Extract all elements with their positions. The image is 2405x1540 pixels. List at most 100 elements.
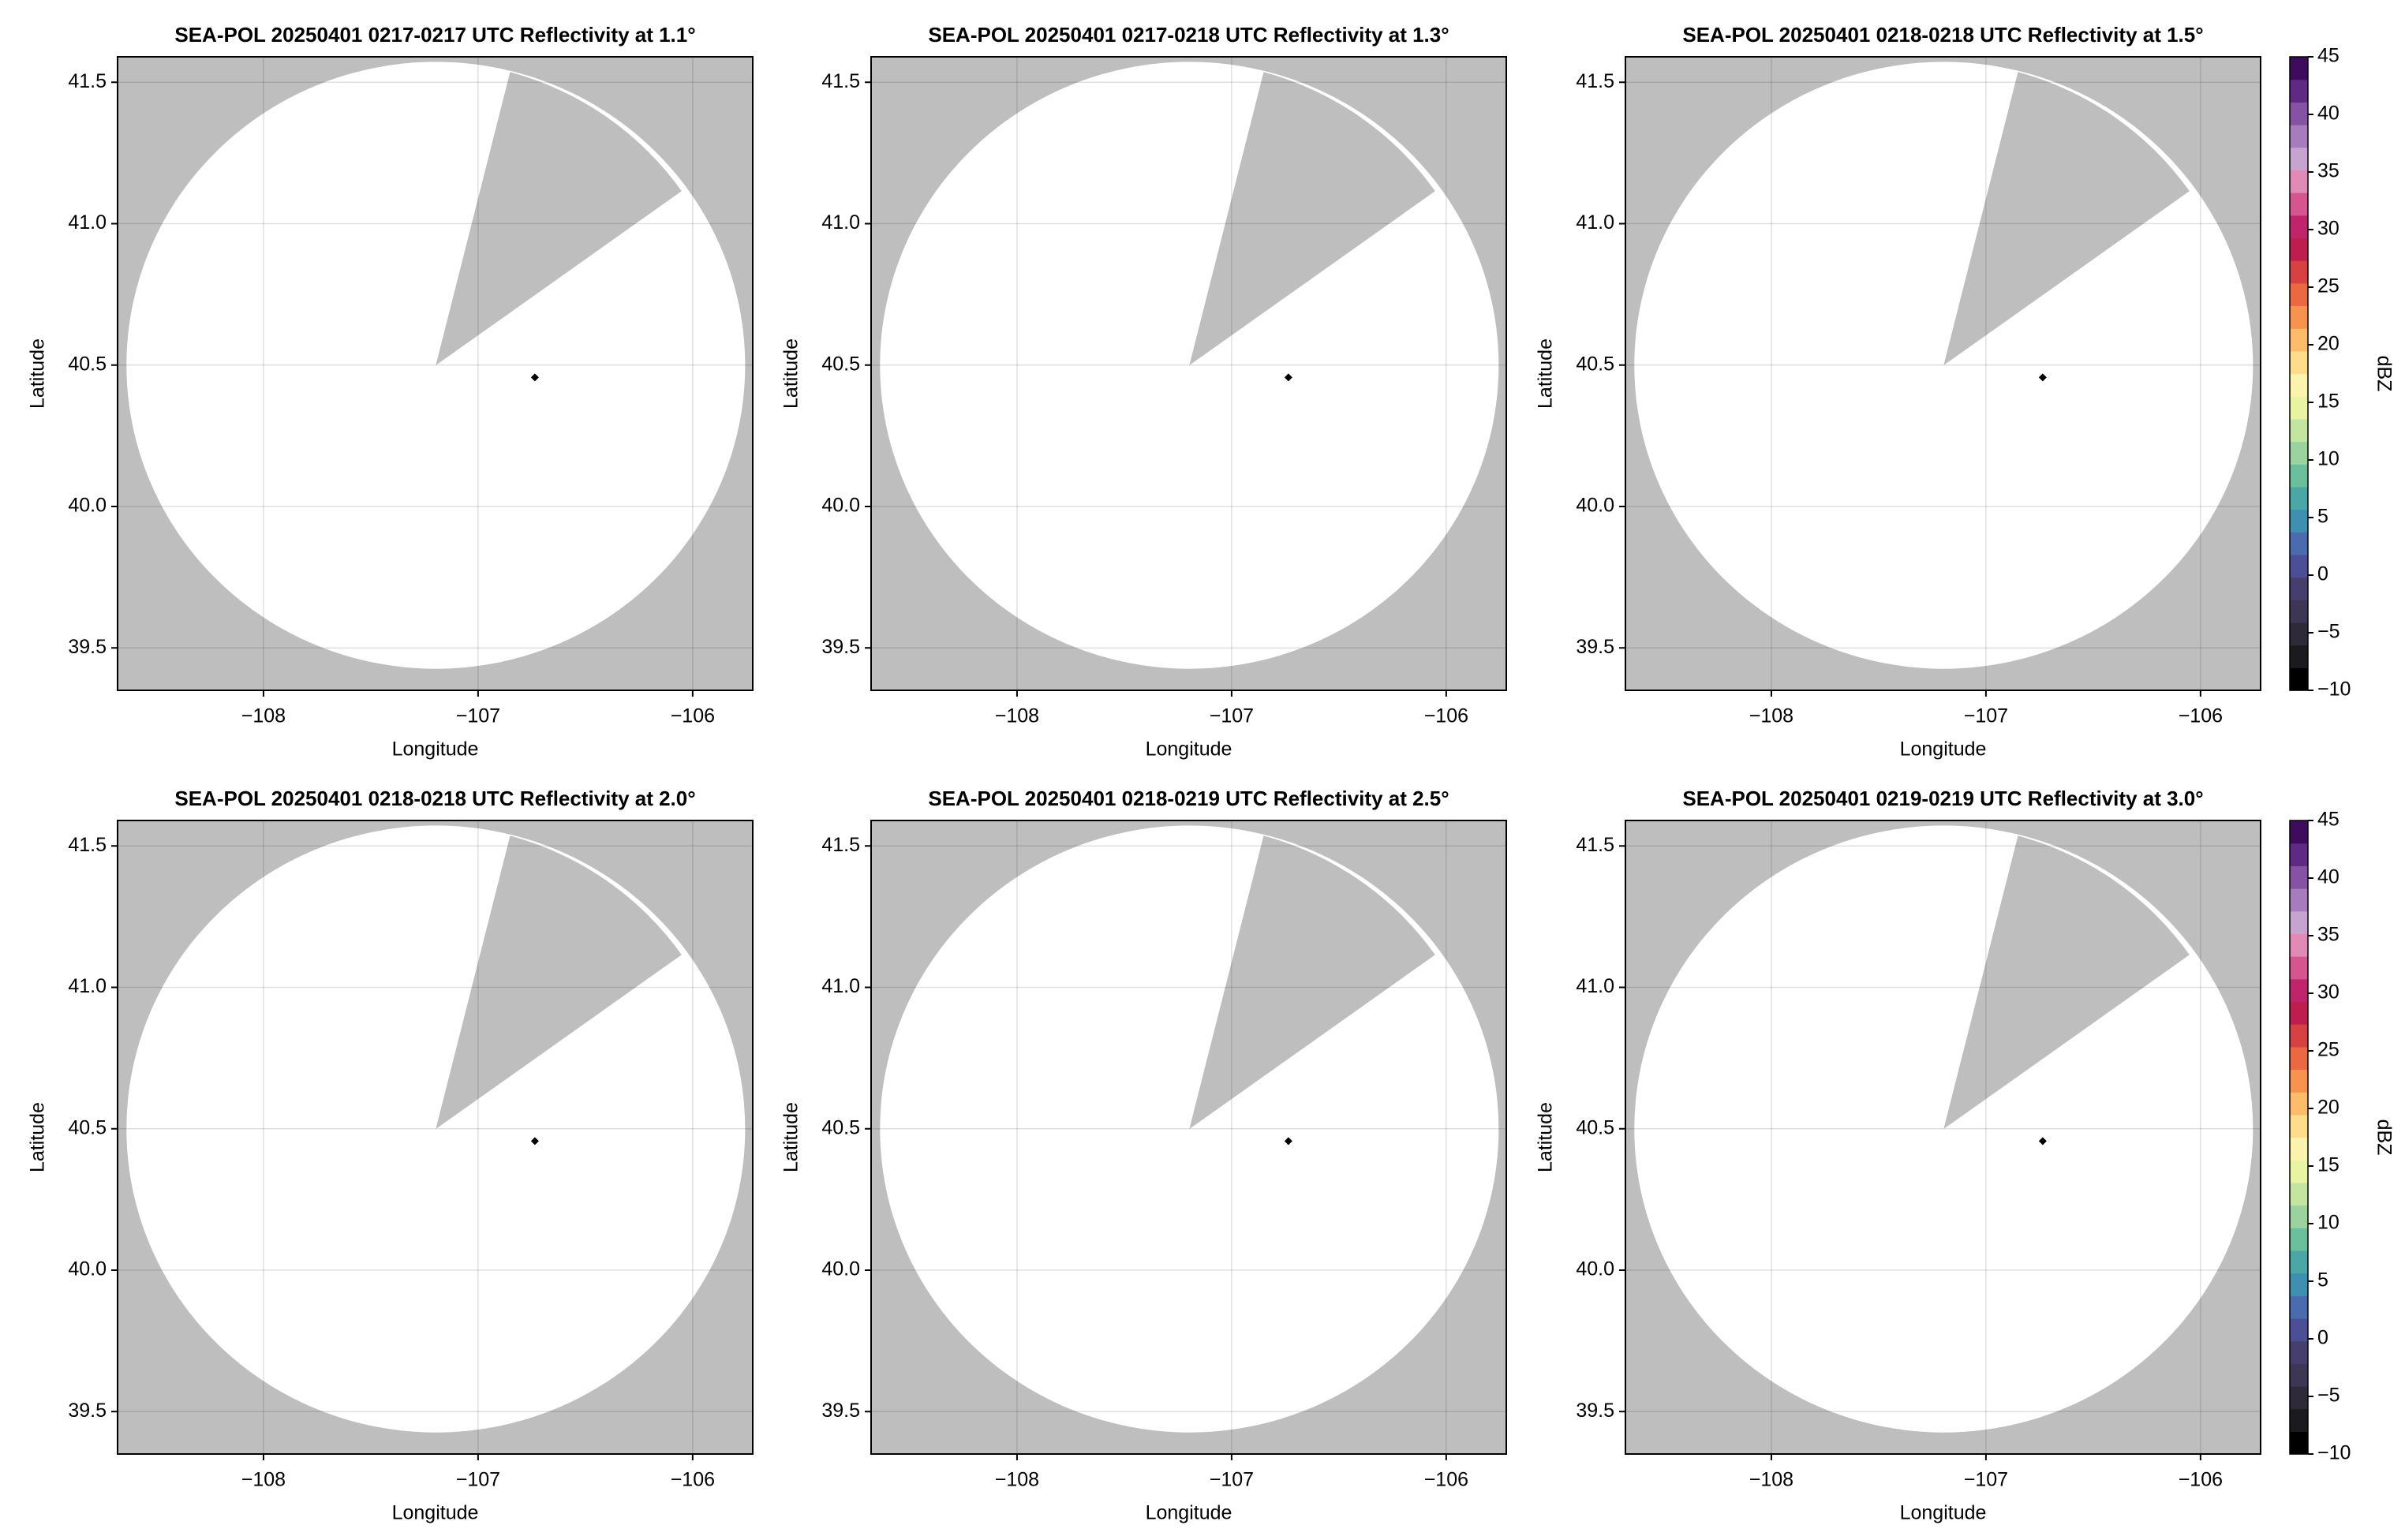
colorbar-tick-label: 5 — [2317, 1269, 2328, 1291]
chart-title: SEA-POL 20250401 0218-0218 UTC Reflectiv… — [1682, 23, 2203, 47]
x-tick-label: −108 — [241, 705, 286, 727]
plot-area — [1625, 57, 2261, 690]
chart-title: SEA-POL 20250401 0219-0219 UTC Reflectiv… — [1682, 787, 2203, 810]
y-tick-label: 39.5 — [821, 1400, 860, 1422]
colorbar-swatch — [2290, 486, 2308, 510]
colorbar-swatch — [2290, 1340, 2308, 1364]
colorbar-swatch — [2290, 1001, 2308, 1025]
site-marker — [530, 1137, 539, 1146]
y-axis-label: Latitude — [27, 338, 49, 409]
colorbar-swatch — [2290, 1228, 2308, 1251]
colorbar-swatch — [2290, 509, 2308, 533]
colorbar-swatch — [2290, 464, 2308, 488]
y-axis-label: Latitude — [27, 1102, 49, 1172]
colorbar-tick-label: −10 — [2317, 678, 2351, 701]
colorbar-swatch — [2290, 645, 2308, 668]
colorbar-swatch — [2290, 888, 2308, 912]
y-tick-label: 40.5 — [68, 353, 107, 375]
y-axis-label: Latitude — [780, 338, 802, 409]
colorbar-swatch — [2290, 1318, 2308, 1342]
blocked-sector — [1189, 835, 1435, 1130]
blocked-sector — [1943, 72, 2190, 366]
colorbar-tick-label: 40 — [2317, 103, 2340, 125]
chart-title: SEA-POL 20250401 0217-0217 UTC Reflectiv… — [174, 23, 695, 47]
x-tick-label: −107 — [1210, 1469, 1254, 1491]
colorbar-swatch — [2290, 554, 2308, 578]
y-tick-label: 39.5 — [68, 1400, 107, 1422]
x-axis-label: Longitude — [1900, 1502, 1987, 1524]
colorbar-swatch — [2290, 215, 2308, 239]
colorbar-tick-label: 15 — [2317, 1154, 2340, 1176]
colorbar-swatch — [2290, 418, 2308, 443]
x-tick-label: −106 — [2179, 1469, 2223, 1491]
plot-area — [871, 57, 1506, 690]
x-tick-label: −107 — [1964, 705, 2008, 727]
colorbar-tick-label: 0 — [2317, 1327, 2328, 1349]
colorbar-swatch — [2290, 1024, 2308, 1048]
colorbar-tick-label: 20 — [2317, 1097, 2340, 1119]
colorbar-tick-label: −5 — [2317, 1385, 2340, 1407]
x-tick-label: −108 — [995, 1469, 1039, 1491]
y-tick-label: 41.0 — [68, 975, 107, 997]
chart-title: SEA-POL 20250401 0218-0218 UTC Reflectiv… — [174, 787, 695, 810]
y-axis-label: Latitude — [1535, 1102, 1557, 1172]
colorbar-swatch — [2290, 396, 2308, 420]
blocked-sector — [436, 835, 682, 1130]
x-tick-label: −106 — [1424, 705, 1468, 727]
plot-area — [871, 820, 1506, 1454]
x-tick-label: −108 — [1749, 1469, 1793, 1491]
site-marker — [2038, 373, 2047, 382]
y-tick-label: 41.0 — [1576, 975, 1614, 997]
colorbar-swatch — [2290, 910, 2308, 934]
colorbar-tick-label: 25 — [2317, 1039, 2340, 1061]
colorbar-tick-label: 40 — [2317, 866, 2340, 888]
colorbar-tick-label: 15 — [2317, 391, 2340, 413]
y-tick-label: 40.5 — [1576, 1116, 1614, 1138]
colorbar-swatch — [2290, 600, 2308, 623]
site-marker — [2038, 1137, 2047, 1146]
axes-frame — [117, 820, 754, 1455]
colorbar-swatch — [2290, 622, 2308, 646]
x-tick-label: −107 — [1964, 1469, 2008, 1491]
colorbar-swatch — [2290, 350, 2308, 375]
y-tick-label: 41.0 — [1576, 211, 1614, 234]
x-tick-label: −106 — [1424, 1469, 1468, 1491]
colorbar-swatch — [2290, 125, 2308, 148]
x-tick-label: −108 — [241, 1469, 286, 1491]
site-marker — [530, 373, 539, 382]
y-tick-label: 39.5 — [821, 636, 860, 658]
x-tick-label: −108 — [1749, 705, 1793, 727]
y-tick-label: 41.5 — [68, 834, 107, 856]
blocked-sector — [1189, 72, 1435, 366]
blocked-sector — [436, 72, 682, 366]
colorbar-swatch — [2290, 1385, 2308, 1410]
y-tick-label: 41.5 — [1576, 70, 1614, 92]
site-marker — [1284, 1137, 1292, 1146]
colorbar-tick-label: 30 — [2317, 218, 2340, 240]
colorbar-swatch — [2290, 1160, 2308, 1183]
colorbar-swatch — [2290, 956, 2308, 980]
y-tick-label: 41.5 — [821, 834, 860, 856]
colorbar-swatch — [2290, 820, 2308, 844]
colorbar-tick-label: 5 — [2317, 506, 2328, 528]
colorbar-frame — [2289, 56, 2309, 691]
x-axis-label: Longitude — [1146, 738, 1232, 761]
colorbar-swatch — [2290, 1046, 2308, 1071]
colorbar-swatch — [2290, 260, 2308, 284]
colorbar-swatch — [2290, 1431, 2308, 1455]
colorbar-swatch — [2290, 1363, 2308, 1387]
plot-area — [118, 57, 753, 690]
blocked-sector — [1943, 835, 2190, 1130]
axes-frame — [870, 820, 1507, 1455]
colorbar-swatch — [2290, 328, 2308, 352]
y-tick-label: 40.0 — [68, 495, 107, 517]
colorbar-tick-label: 10 — [2317, 1212, 2340, 1234]
axes-frame — [1625, 820, 2261, 1455]
colorbar-swatch — [2290, 305, 2308, 329]
colorbar-swatch — [2290, 373, 2308, 397]
y-tick-label: 41.0 — [821, 211, 860, 234]
colorbar-frame — [2289, 820, 2309, 1455]
colorbar-swatch — [2290, 170, 2308, 193]
site-marker — [1284, 373, 1292, 382]
y-tick-label: 39.5 — [1576, 1400, 1614, 1422]
